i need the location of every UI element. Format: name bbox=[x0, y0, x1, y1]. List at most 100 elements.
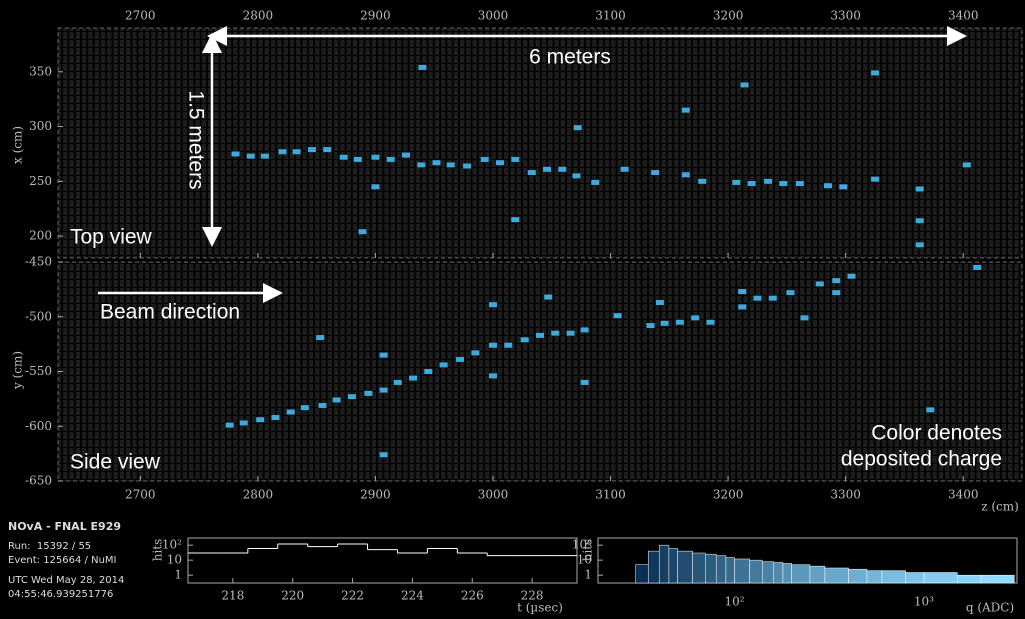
hit bbox=[753, 296, 761, 301]
hit bbox=[440, 362, 448, 367]
hit bbox=[567, 331, 575, 336]
annotation: Side view bbox=[70, 451, 161, 474]
hit bbox=[816, 281, 824, 286]
hit bbox=[340, 155, 348, 160]
hit bbox=[371, 184, 379, 189]
x-tick-label: 2700 bbox=[125, 488, 156, 502]
hit bbox=[581, 327, 589, 332]
page: 2700280029003000310032003300340020025030… bbox=[0, 0, 1025, 619]
x-axis-label: t (µsec) bbox=[517, 601, 563, 615]
hit bbox=[916, 187, 924, 192]
histogram-bar bbox=[762, 562, 773, 583]
y-tick-label: 250 bbox=[29, 174, 52, 188]
hit bbox=[504, 343, 512, 348]
hit bbox=[963, 162, 971, 167]
hit bbox=[323, 147, 331, 152]
hit bbox=[591, 180, 599, 185]
hit bbox=[481, 157, 489, 162]
y-axis-label: x (cm) bbox=[11, 126, 25, 164]
hit bbox=[287, 410, 295, 415]
hit bbox=[574, 125, 582, 130]
histogram-bar bbox=[705, 554, 716, 583]
hit bbox=[839, 184, 847, 189]
x-tick-label: 3200 bbox=[713, 488, 744, 502]
hit bbox=[402, 153, 410, 158]
hit bbox=[348, 394, 356, 399]
hit bbox=[682, 172, 690, 177]
y-tick-label: 200 bbox=[29, 229, 52, 243]
hit bbox=[706, 320, 714, 325]
hit bbox=[358, 229, 366, 234]
x-tick-label: 10³ bbox=[914, 595, 934, 609]
histogram-bar bbox=[773, 562, 783, 583]
histogram-bar bbox=[783, 563, 792, 583]
hit bbox=[511, 217, 519, 222]
hit bbox=[301, 405, 309, 410]
hit bbox=[279, 149, 287, 154]
y-tick-label: 350 bbox=[29, 64, 52, 78]
y-tick-label: 10 bbox=[167, 553, 182, 567]
x-tick-label: 3200 bbox=[713, 9, 744, 23]
hit bbox=[691, 315, 699, 320]
run-info: NOvA - FNAL E929 Run: 15392 / 55 Event: … bbox=[8, 520, 124, 602]
hit bbox=[848, 274, 856, 279]
hit bbox=[543, 167, 551, 172]
hit bbox=[240, 420, 248, 425]
histogram-bar bbox=[849, 569, 867, 583]
x-tick-label: 3300 bbox=[830, 488, 861, 502]
annotation: 6 meters bbox=[529, 46, 611, 69]
x-tick-label: 3000 bbox=[478, 488, 509, 502]
hit bbox=[973, 265, 981, 270]
y-axis-label: hits bbox=[151, 539, 165, 562]
hit bbox=[409, 376, 417, 381]
hit bbox=[581, 380, 589, 385]
hit bbox=[748, 181, 756, 186]
histogram-bar bbox=[648, 551, 659, 583]
x-tick-label: 220 bbox=[281, 589, 304, 603]
hit bbox=[271, 415, 279, 420]
hit bbox=[536, 333, 544, 338]
hit bbox=[463, 164, 471, 169]
hit bbox=[371, 155, 379, 160]
event-display: 2700280029003000310032003300340020025030… bbox=[0, 0, 1025, 619]
hit bbox=[418, 65, 426, 70]
annotation: Beam direction bbox=[100, 301, 240, 324]
x-tick-label: 226 bbox=[461, 589, 484, 603]
x-tick-label: 3000 bbox=[478, 9, 509, 23]
hit bbox=[261, 154, 269, 159]
hit bbox=[521, 337, 529, 342]
hit bbox=[544, 295, 552, 300]
hit bbox=[916, 218, 924, 223]
hit bbox=[647, 323, 655, 328]
x-tick-label: 2900 bbox=[360, 9, 391, 23]
y-tick-label: -600 bbox=[25, 419, 52, 433]
hit bbox=[226, 423, 234, 428]
hit bbox=[741, 82, 749, 87]
hit bbox=[698, 179, 706, 184]
hit bbox=[380, 353, 388, 358]
y-tick-label: -650 bbox=[25, 474, 52, 488]
hit bbox=[764, 179, 772, 184]
y-tick-label: -450 bbox=[25, 255, 52, 269]
hit bbox=[621, 167, 629, 172]
hit bbox=[256, 417, 264, 422]
hit bbox=[471, 350, 479, 355]
hit bbox=[824, 183, 832, 188]
y-axis-label: y (cm) bbox=[11, 351, 25, 390]
hit bbox=[354, 157, 362, 162]
hit bbox=[380, 452, 388, 457]
annotation: 1.5 meters bbox=[184, 90, 207, 189]
x-axis-label: q (ADC) bbox=[966, 601, 1014, 615]
hit bbox=[676, 320, 684, 325]
hit bbox=[738, 289, 746, 294]
histogram-bar bbox=[726, 558, 735, 583]
hit bbox=[769, 296, 777, 301]
hit bbox=[832, 290, 840, 295]
x-axis-label: z (cm) bbox=[981, 500, 1019, 514]
date: UTC Wed May 28, 2014 bbox=[8, 574, 124, 588]
hit bbox=[424, 369, 432, 374]
time: 04:55:46.939251776 bbox=[8, 588, 124, 602]
histogram-bar bbox=[981, 575, 1014, 583]
histogram-bar bbox=[810, 566, 825, 583]
hit bbox=[489, 343, 497, 348]
